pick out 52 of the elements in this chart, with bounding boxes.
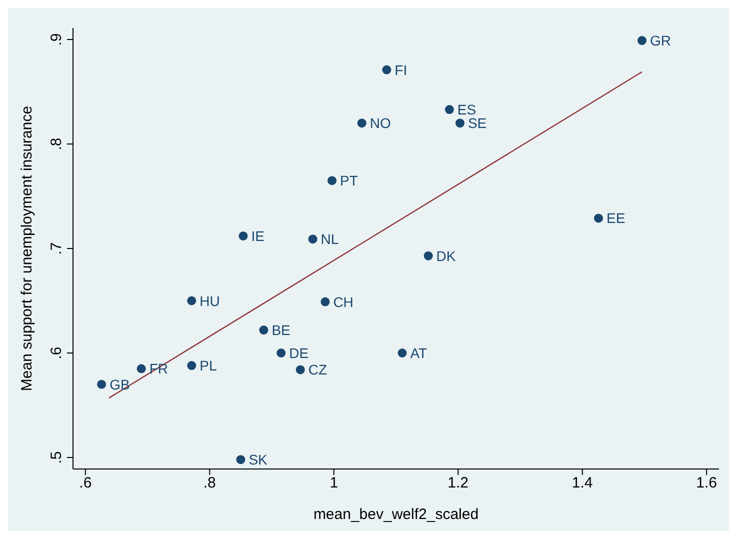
annotation: GB bbox=[110, 376, 130, 392]
x-tick-label: 1.4 bbox=[572, 474, 593, 492]
point bbox=[236, 455, 246, 464]
annotation: DK bbox=[436, 248, 456, 264]
annotation: DE bbox=[289, 345, 309, 361]
annotation: ES bbox=[457, 102, 476, 118]
annotation: NL bbox=[320, 231, 339, 248]
x-tick-label: 1 bbox=[330, 474, 338, 492]
annotation: SE bbox=[468, 115, 487, 132]
x-axis-title: mean_bev_welf2_scaled bbox=[313, 506, 479, 523]
annotation: PT bbox=[340, 172, 358, 189]
point bbox=[398, 348, 407, 358]
point bbox=[187, 361, 196, 370]
point bbox=[444, 105, 454, 114]
annotation: PL bbox=[200, 358, 217, 374]
annotation: FI bbox=[394, 62, 408, 78]
point bbox=[320, 297, 330, 306]
annotation: IE bbox=[251, 228, 264, 244]
point bbox=[357, 118, 366, 128]
point bbox=[296, 365, 305, 374]
y-tick-label: .5 bbox=[48, 451, 65, 464]
point bbox=[259, 326, 268, 335]
x-tick-label: 1.2 bbox=[448, 474, 469, 492]
point bbox=[424, 251, 433, 260]
y-tick-label: .6 bbox=[48, 346, 65, 360]
annotation: EE bbox=[606, 210, 626, 226]
point bbox=[97, 380, 106, 389]
point bbox=[328, 176, 337, 186]
point bbox=[238, 231, 248, 240]
annotation: CZ bbox=[308, 362, 328, 378]
annotation: AT bbox=[410, 345, 428, 361]
y-tick-label: .9 bbox=[48, 33, 65, 46]
point bbox=[276, 348, 286, 358]
point bbox=[455, 118, 464, 128]
point bbox=[308, 234, 318, 244]
y-tick-label: .8 bbox=[48, 138, 65, 150]
point bbox=[382, 65, 392, 74]
annotation: CH bbox=[333, 294, 354, 310]
annotation: SK bbox=[248, 452, 268, 468]
annotation: BE bbox=[272, 322, 290, 338]
x-tick-label: .8 bbox=[203, 474, 216, 492]
y-tick-label: .7 bbox=[48, 242, 65, 255]
point bbox=[187, 296, 196, 306]
x-tick-label: 1.6 bbox=[696, 474, 718, 492]
annotation: HU bbox=[200, 292, 220, 309]
x-tick-label: .6 bbox=[79, 474, 92, 492]
y-axis-title: Mean support for unemployment insurance bbox=[18, 106, 36, 392]
point bbox=[136, 364, 146, 374]
point bbox=[637, 36, 646, 46]
annotation: GR bbox=[650, 32, 671, 49]
annotation: NO bbox=[370, 115, 391, 132]
point bbox=[594, 214, 603, 223]
